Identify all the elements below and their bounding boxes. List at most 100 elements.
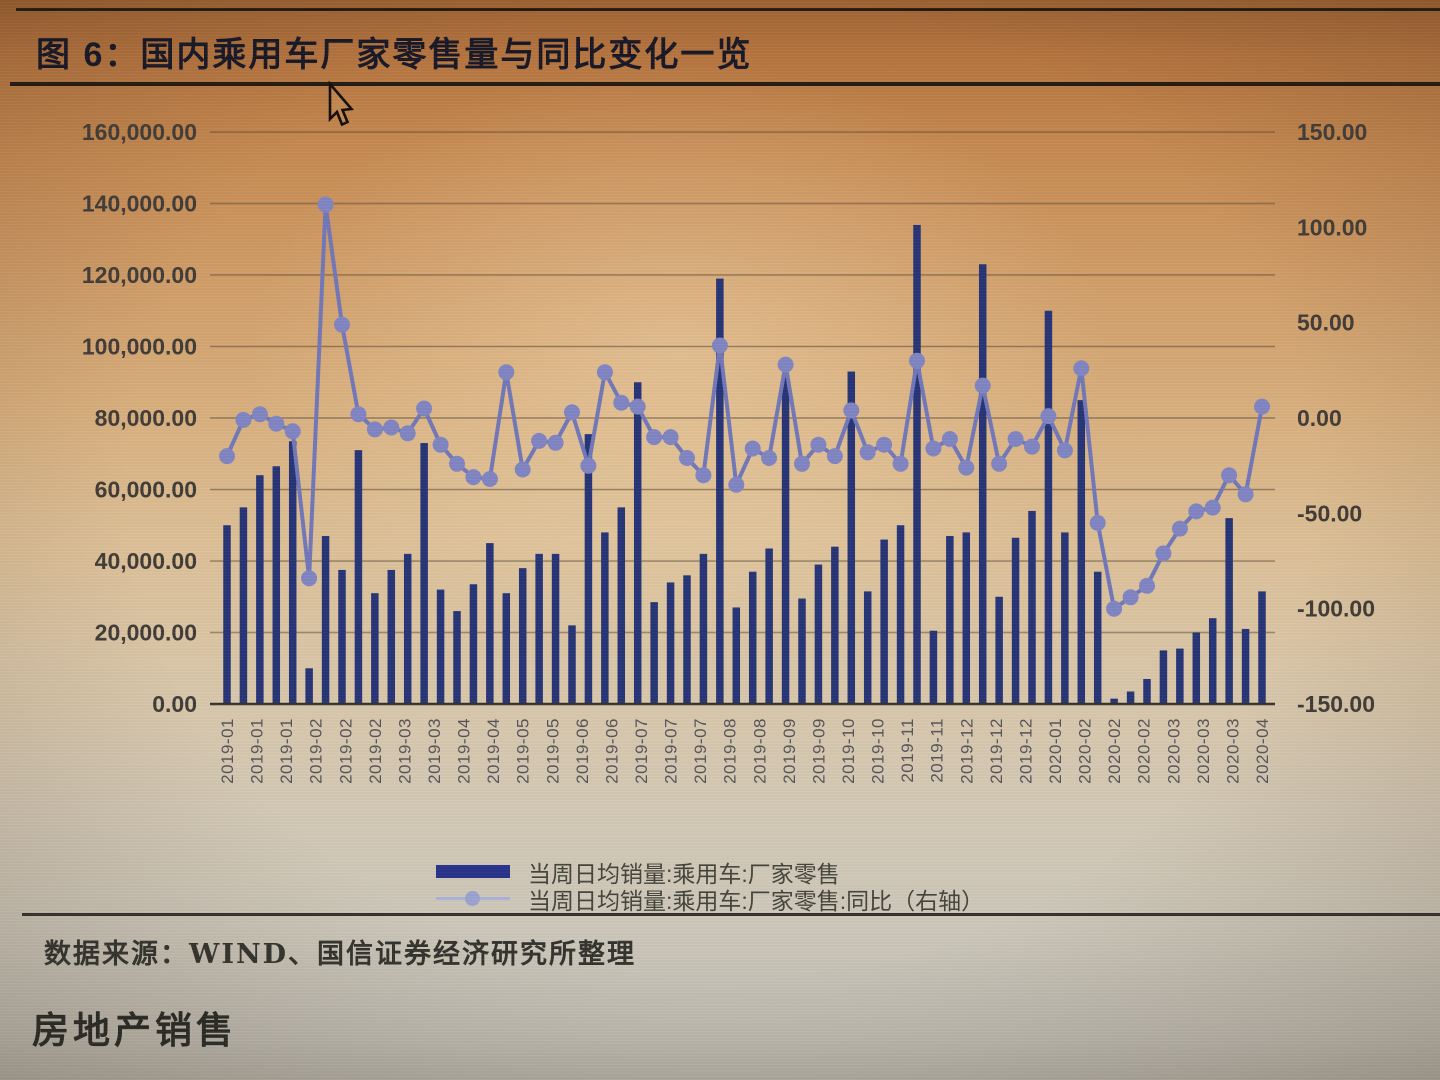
sales-bar [748,571,757,704]
x-axis-label: 2019-11 [898,718,917,783]
legend: 当周日均销量:乘用车:厂家零售 当周日均销量:乘用车:厂家零售:同比（右轴） [436,858,1096,914]
sales-bar [223,525,231,704]
yoy-line-marker [1007,431,1024,447]
y-axis-left-label: 120,000.00 [82,262,197,288]
yoy-line-marker [958,459,975,476]
x-axis-label: 2019-02 [307,718,326,784]
yoy-line-marker [662,429,679,446]
yoy-line-marker [629,398,646,415]
x-axis-label: 2019-07 [632,718,651,784]
yoy-line-marker [416,400,433,417]
sales-bar [765,548,773,704]
mouse-cursor-icon [328,80,355,127]
yoy-line-marker [1040,408,1057,425]
sales-bar [1093,571,1102,704]
sales-bar [469,584,478,704]
yoy-line-marker [843,402,860,419]
x-axis-label: 2019-02 [336,718,355,784]
yoy-line-marker [235,411,252,428]
sales-bar [1011,537,1020,704]
yoy-line [225,202,1264,611]
x-axis-label: 2019-04 [484,718,503,784]
yoy-line-marker [925,440,942,457]
x-axis-label: 2019-03 [425,718,444,784]
yoy-line-marker [350,406,367,423]
yoy-line-marker [892,455,909,472]
yoy-line-marker [1188,503,1205,520]
yoy-line-marker [564,404,580,421]
y-axis-left-label: 80,000.00 [95,405,197,431]
sales-bar [453,611,461,704]
x-axis-label: 2020-02 [1135,718,1154,784]
x-axis-label: 2020-03 [1164,718,1183,784]
x-axis-label: 2019-11 [928,718,947,783]
legend-bar-label: 当周日均销量:乘用车:厂家零售 [528,860,840,887]
yoy-line-marker [1237,486,1254,503]
top-rule [16,8,1440,11]
yoy-line-marker [695,467,712,484]
figure-title-text: 图 6：国内乘用车厂家零售量与同比变化一览 [36,35,753,74]
yoy-line-marker [1122,589,1139,606]
sales-bar [781,375,790,704]
sales-bar [1208,618,1217,704]
y-axis-left-label: 100,000.00 [82,334,197,360]
yoy-line-marker [1221,467,1238,484]
yoy-line-marker [1089,514,1106,531]
yoy-line-marker [432,436,449,453]
yoy-line-marker [481,471,498,487]
sales-bar [371,593,379,704]
yoy-line-marker [1171,520,1188,537]
yoy-line-marker [317,196,334,213]
legend-item-bars: 当周日均销量:乘用车:厂家零售 [436,858,1096,887]
y-axis-right-label: 50.00 [1297,310,1355,336]
sales-bar [256,475,264,704]
y-axis-left-label: 160,000.00 [82,119,197,145]
legend-bar-swatch [436,865,510,878]
yoy-line-marker [498,364,515,381]
sales-bar [1110,698,1118,704]
yoy-line-marker [613,394,630,411]
sales-bar [338,569,346,704]
sales-bar [650,602,658,704]
sales-bar [683,575,691,704]
sales-bar [666,582,675,704]
yoy-line-marker [514,461,531,478]
sales-bar [420,443,428,704]
sales-bar [502,593,511,704]
yoy-line-marker [399,425,416,442]
yoy-line-marker [284,423,301,440]
sales-bar [321,535,330,704]
yoy-line-marker [974,377,991,394]
y-axis-right-label: 150.00 [1297,119,1367,145]
sales-bar [962,532,971,704]
x-axis-label: 2019-02 [366,718,385,784]
sales-bar [535,553,543,704]
sales-bar [831,546,839,704]
sales-bar [1225,518,1233,704]
yoy-line-marker [810,436,827,453]
sales-bar [551,553,560,704]
sales-bar [896,525,905,704]
yoy-line-marker [646,429,663,446]
sales-bar [403,553,412,704]
sales-bar [1028,510,1036,704]
sales-bar [863,591,872,704]
yoy-line-marker [728,476,745,493]
y-axis-right-label: -150.00 [1297,691,1375,717]
y-axis-left-label: 140,000.00 [82,191,197,217]
yoy-line-marker [1024,438,1040,455]
yoy-line-marker [1155,545,1172,562]
yoy-line-marker [465,469,482,486]
sales-bar [1159,650,1168,704]
yoy-line-marker [679,450,695,466]
yoy-line-marker [580,457,597,474]
legend-item-line: 当周日均销量:乘用车:厂家零售:同比（右轴） [436,885,1096,914]
x-axis-label: 2019-12 [1016,718,1035,784]
yoy-line-marker [301,570,318,587]
yoy-line-marker [1073,360,1090,377]
x-axis-label: 2019-12 [957,718,976,784]
x-axis-label: 2019-06 [573,718,592,784]
sales-bar [732,607,741,704]
yoy-line-marker [991,455,1008,472]
